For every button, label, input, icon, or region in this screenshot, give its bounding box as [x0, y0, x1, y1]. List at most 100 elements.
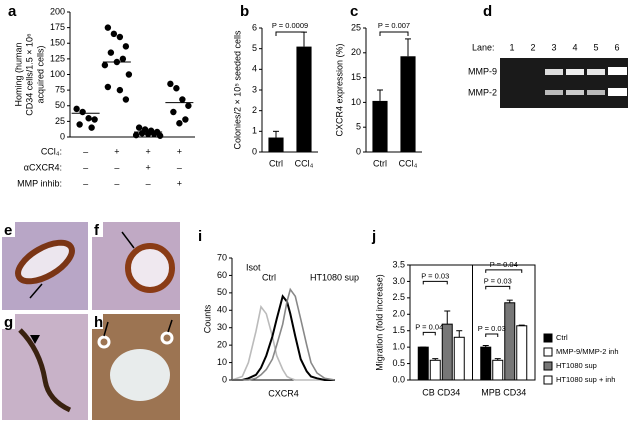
- micrograph: [2, 314, 88, 420]
- panel-label: h: [94, 314, 103, 331]
- y-axis-label: Colonies/2 × 10⁵ seeded cells: [232, 30, 242, 150]
- bar: [400, 56, 416, 152]
- y-tick-label: 100: [50, 69, 65, 79]
- lane: 1: [509, 42, 514, 52]
- condition-label: MMP inhib:: [17, 178, 62, 188]
- y-tick-label: 2.5: [392, 292, 405, 302]
- micrograph: [92, 314, 180, 420]
- dot: [116, 33, 124, 41]
- dot: [116, 86, 124, 94]
- dot: [73, 105, 80, 113]
- p-value: P = 0.03: [484, 276, 512, 285]
- bar: [296, 46, 312, 152]
- y-tick-label: 125: [50, 53, 65, 63]
- bar: [417, 346, 429, 381]
- condition-value: –: [177, 162, 182, 172]
- lane-label: Lane:: [472, 42, 495, 52]
- y-tick-label: 0: [222, 374, 227, 384]
- p-value: P = 0.0009: [272, 21, 308, 30]
- condition-value: +: [145, 162, 150, 172]
- condition-value: –: [83, 146, 88, 156]
- panel-label: c: [350, 3, 358, 20]
- y-tick-label: 10: [217, 357, 227, 367]
- y-axis-label: Counts: [202, 304, 212, 333]
- condition-value: –: [83, 178, 88, 188]
- p-value: P = 0.03: [478, 324, 506, 333]
- panel-label: b: [240, 3, 249, 20]
- y-tick-label: 75: [55, 85, 65, 95]
- y-axis-label: acquired cells): [35, 45, 45, 103]
- bracket: [379, 31, 409, 36]
- dot: [110, 30, 118, 38]
- bracket: [422, 331, 436, 336]
- dot: [85, 115, 92, 122]
- dot: [156, 132, 164, 139]
- label-bg: [2, 314, 15, 329]
- series-label: Isot: [246, 262, 261, 272]
- panel-label: f: [94, 222, 100, 239]
- y-tick-label: 2.0: [392, 309, 405, 319]
- dot: [138, 130, 146, 137]
- y-tick-label: 0.0: [392, 374, 405, 384]
- legend-swatch: [543, 361, 553, 371]
- condition-value: +: [177, 178, 182, 188]
- histogram-line: [231, 304, 335, 381]
- y-tick-label: 0: [252, 146, 257, 156]
- dot: [122, 96, 130, 103]
- dot: [173, 85, 180, 92]
- dot: [125, 71, 133, 78]
- dot: [101, 61, 109, 69]
- dot: [167, 80, 174, 88]
- y-tick-label: 3: [252, 84, 257, 94]
- condition-value: –: [146, 178, 151, 188]
- y-tick-label: 5: [356, 122, 361, 132]
- p-value: P = 0.007: [378, 21, 410, 30]
- condition-value: +: [145, 146, 150, 156]
- dot: [104, 24, 112, 31]
- bar: [268, 137, 284, 152]
- lane: 2: [530, 42, 535, 52]
- dot: [107, 49, 115, 56]
- dot: [185, 102, 192, 109]
- y-tick-label: 15: [351, 72, 361, 82]
- label-bg: [2, 222, 15, 237]
- bar: [429, 359, 441, 381]
- panel-label: e: [4, 222, 12, 239]
- x-tick-label: Ctrl: [373, 158, 387, 168]
- dot: [170, 108, 177, 116]
- y-tick-label: 0: [356, 146, 361, 156]
- y-tick-label: 175: [50, 22, 65, 32]
- y-tick-label: 3.5: [392, 259, 405, 269]
- y-tick-label: 0.5: [392, 358, 405, 368]
- histogram-line: [232, 287, 336, 381]
- bracket: [275, 31, 305, 36]
- y-tick-label: 3.0: [392, 276, 405, 286]
- x-tick-label: CCl₄: [295, 158, 314, 168]
- dot: [76, 121, 83, 128]
- condition-value: +: [114, 146, 119, 156]
- y-tick-label: 25: [351, 22, 361, 32]
- dot: [79, 108, 86, 116]
- legend-label: MMP-9/MMP-2 inh: [556, 347, 619, 356]
- y-tick-label: 2: [252, 105, 257, 115]
- condition-label: αCXCR4:: [24, 162, 62, 172]
- p-value: P = 0.04: [490, 260, 518, 269]
- p-value: P = 0.04: [415, 322, 443, 331]
- y-tick-label: 1.0: [392, 342, 405, 352]
- legend-label: Ctrl: [556, 333, 568, 342]
- y-tick-label: 40: [217, 305, 227, 315]
- legend-swatch: [543, 347, 553, 357]
- panel-label: i: [198, 228, 202, 245]
- bracket: [422, 280, 448, 285]
- micrograph: [2, 222, 88, 310]
- gel-image: [500, 58, 628, 108]
- lane: 5: [593, 42, 598, 52]
- x-tick-label: MPB CD34: [481, 387, 526, 397]
- y-tick-label: 25: [55, 116, 65, 126]
- y-tick-label: 70: [217, 252, 227, 262]
- x-tick-label: CB CD34: [422, 387, 460, 397]
- y-tick-label: 0: [60, 131, 65, 141]
- legend-swatch: [543, 375, 553, 385]
- bar: [372, 100, 388, 152]
